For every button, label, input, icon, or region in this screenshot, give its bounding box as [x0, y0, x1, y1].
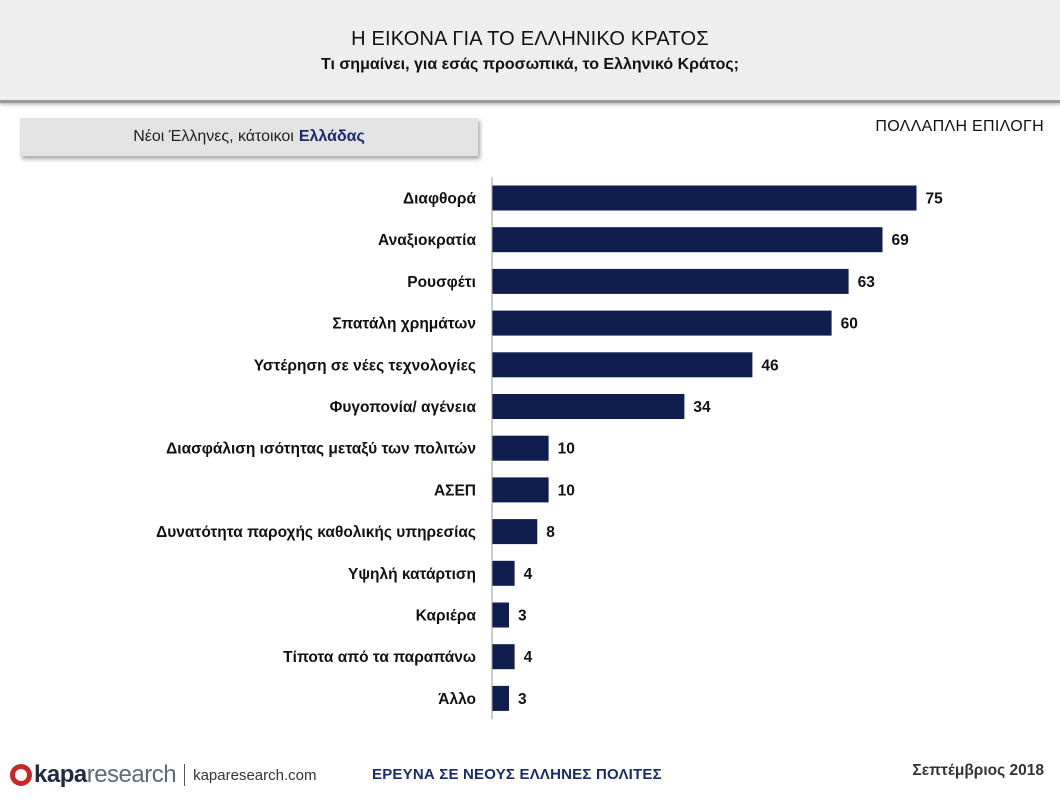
- value-label-4: 46: [761, 357, 779, 374]
- value-label-9: 4: [524, 566, 533, 583]
- bar-8: [492, 519, 538, 545]
- survey-title: ΕΡΕΥΝΑ ΣΕ ΝΕΟΥΣ ΕΛΛΗΝΕΣ ΠΟΛΙΤΕΣ: [372, 766, 662, 783]
- category-label-2: Ρουσφέτι: [407, 274, 476, 291]
- segment-accent: Ελλάδας: [298, 128, 365, 145]
- multiple-choice-note: ΠΟΛΛΑΠΛΗ ΕΠΙΛΟΓΗ: [875, 118, 1044, 135]
- value-label-3: 60: [841, 316, 858, 333]
- website-link[interactable]: kaparesearch.com: [193, 766, 317, 784]
- logo-mark-icon: [10, 764, 32, 786]
- value-label-10: 3: [518, 608, 527, 625]
- category-label-4: Υστέρηση σε νέες τεχνολογίες: [254, 357, 476, 374]
- bars-layer: Διαφθορά 75 Αναξιοκρατία 69 Ρουσφέτι 63 Σπατάλ…: [156, 185, 944, 711]
- bar-9: [492, 560, 515, 586]
- logo-divider: [184, 764, 186, 786]
- bar-3: [492, 310, 832, 336]
- survey-date: Σεπτέμβριος 2018: [912, 762, 1044, 779]
- bar-11: [492, 644, 515, 670]
- bar-4: [492, 352, 753, 378]
- segment-prefix: Νέοι Έλληνες, κάτοικοι: [133, 128, 294, 145]
- value-label-8: 8: [546, 524, 555, 541]
- value-label-5: 34: [693, 399, 711, 416]
- value-label-7: 10: [558, 482, 575, 499]
- header-banner: Η ΕΙΚΟΝΑ ΓΙΑ ΤΟ ΕΛΛΗΝΙΚΟ ΚΡΑΤΟΣ Τι σημαί…: [0, 0, 1060, 103]
- value-label-11: 4: [524, 649, 533, 666]
- category-label-9: Υψηλή κατάρτιση: [348, 566, 476, 583]
- value-label-12: 3: [518, 691, 527, 708]
- category-label-5: Φυγοπονία/ αγένεια: [330, 399, 477, 416]
- bar-0: [492, 185, 917, 211]
- value-label-1: 69: [892, 232, 910, 249]
- bar-2: [492, 268, 849, 294]
- category-label-7: ΑΣΕΠ: [434, 482, 476, 499]
- bar-7: [492, 477, 549, 503]
- category-label-10: Καριέρα: [416, 608, 477, 625]
- segment-label-box: Νέοι Έλληνες, κάτοικοι Ελλάδας: [20, 118, 478, 156]
- kapa-research-logo: kapa research kaparesearch.com: [10, 760, 316, 790]
- value-label-0: 75: [926, 191, 944, 208]
- logo-kapa-text: kapa: [34, 761, 87, 788]
- bar-1: [492, 227, 883, 253]
- bar-5: [492, 394, 685, 419]
- value-label-6: 10: [558, 441, 575, 458]
- category-label-3: Σπατάλη χρημάτων: [332, 316, 476, 333]
- category-label-0: Διαφθορά: [403, 191, 476, 208]
- category-label-12: Άλλο: [438, 691, 476, 708]
- category-label-1: Αναξιοκρατία: [378, 232, 476, 249]
- category-label-8: Δυνατότητα παροχής καθολικής υπηρεσίας: [156, 524, 476, 541]
- bar-12: [492, 685, 509, 711]
- bar-6: [492, 435, 549, 461]
- page-subtitle: Τι σημαίνει, για εσάς προσωπικά, το Ελλη…: [320, 56, 740, 73]
- value-label-2: 63: [858, 274, 876, 291]
- category-label-11: Τίποτα από τα παραπάνω: [283, 649, 476, 666]
- page-title: Η ΕΙΚΟΝΑ ΓΙΑ ΤΟ ΕΛΛΗΝΙΚΟ ΚΡΑΤΟΣ: [351, 28, 709, 50]
- logo-research-text: research: [86, 761, 177, 788]
- bar-10: [492, 602, 509, 628]
- category-label-6: Διασφάλιση ισότητας μεταξύ των πολιτών: [166, 441, 476, 458]
